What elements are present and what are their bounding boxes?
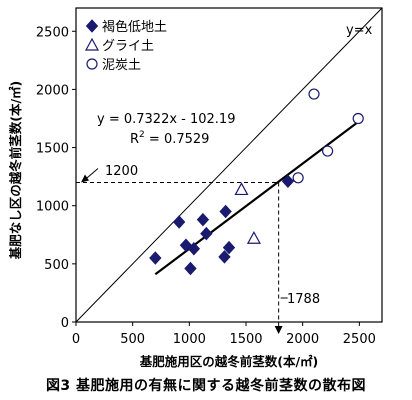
annotation-1200: 1200: [105, 164, 138, 179]
x-tick-label: 0: [72, 332, 80, 347]
point-diamond: [281, 174, 295, 189]
point-circle: [308, 88, 320, 100]
point-circle: [322, 145, 334, 157]
y-tick-label: 0: [61, 316, 69, 331]
y-tick-label: 1000: [36, 200, 69, 215]
x-tick-label: 2500: [343, 332, 376, 347]
point-circle: [352, 112, 364, 125]
legend-label: グライ土: [102, 39, 154, 54]
plot-frame: [75, 7, 383, 323]
point-triangle: [234, 182, 249, 196]
point-diamond: [187, 241, 201, 256]
point-circle: [292, 172, 304, 184]
legend-marker-circle: [86, 58, 98, 70]
regression-equation: y = 0.7322x - 102.19: [97, 112, 235, 127]
point-diamond: [218, 250, 231, 264]
x-tick-label: 1000: [173, 332, 206, 347]
point-diamond: [200, 226, 213, 241]
arrow-1200-head: [81, 174, 89, 183]
r-squared-value: = 0.7529: [145, 132, 210, 147]
identity-line-path: [75, 7, 383, 323]
legend-marker-diamond: [85, 19, 99, 33]
r-squared: R2 = 0.7529: [130, 130, 209, 147]
y-tick-label: 2000: [36, 83, 69, 98]
axis-ticks: 0 500 1000 1500 2000 2500 0 500 1000 1500 2000 2500: [36, 25, 376, 347]
identity-line: [75, 7, 383, 323]
legend-marker-triangle: [84, 37, 100, 51]
identity-line-label: y=x: [346, 23, 373, 38]
annotation-1788: 1788: [287, 292, 320, 307]
point-diamond: [196, 212, 210, 227]
y-axis-label: 基肥なし区の越冬前茎数(本/㎡): [8, 81, 23, 261]
x-tick-label: 1500: [229, 332, 262, 347]
r-squared-symbol: R: [130, 132, 139, 147]
point-diamond: [149, 251, 162, 265]
svg-text:R2 = 0.7529: R2 = 0.7529: [130, 130, 209, 147]
point-triangle: [246, 231, 261, 244]
x-axis-label: 基肥施用区の越冬前茎数(本/㎡): [139, 354, 319, 369]
x-tick-label: 2000: [286, 332, 319, 347]
y-tick-label: 2500: [36, 25, 69, 40]
y-tick-label: 500: [44, 258, 69, 273]
arrow-1788-head: [274, 326, 283, 334]
legend-label: 褐色低地土: [102, 19, 167, 35]
data-points: [149, 88, 364, 276]
y-tick-label: 1500: [36, 142, 69, 157]
figure-caption: 図3 基肥施用の有無に関する越冬前茎数の散布図: [45, 378, 367, 394]
point-diamond: [172, 215, 186, 229]
point-diamond: [222, 240, 236, 255]
guide-lines: [76, 168, 288, 334]
point-diamond: [184, 261, 197, 276]
x-tick-label: 500: [120, 332, 145, 347]
point-diamond: [219, 204, 232, 219]
legend-label: 泥炭土: [102, 58, 141, 73]
